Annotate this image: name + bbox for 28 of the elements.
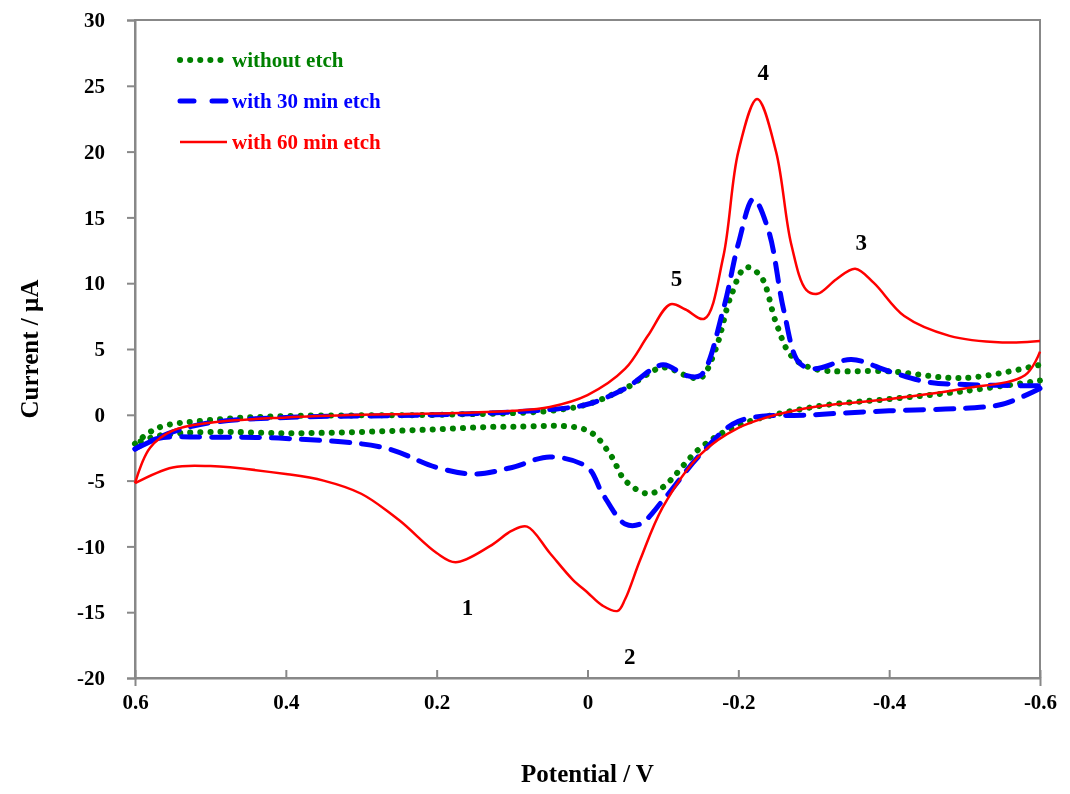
annotation: 3 [855,230,867,256]
y-tick-label: -20 [77,666,105,691]
x-tick-label: 0.4 [273,689,300,714]
x-tick-label: 0.6 [122,689,149,714]
legend-label: with 60 min etch [232,130,382,155]
x-tick-label: -0.4 [873,689,907,714]
legend-label: without etch [232,48,344,73]
annotation: 1 [461,595,474,621]
y-axis-title: Current / µA [16,279,43,419]
y-tick-label: 25 [84,74,105,99]
annotation: 4 [757,60,770,86]
annotation: 5 [670,265,683,291]
x-tick-label: 0 [582,689,594,714]
y-tick-label: 15 [84,205,105,230]
y-tick-label: 20 [84,139,105,164]
x-tick-label: -0.2 [722,689,756,714]
x-axis-title: Potential / V [521,760,654,787]
y-tick-label: 10 [84,271,105,296]
y-tick-label: -5 [87,468,105,493]
y-tick-label: 30 [84,8,105,33]
annotation: 2 [623,644,636,670]
y-tick-label: 5 [94,337,105,362]
y-tick-label: 0 [94,403,105,428]
y-tick-label: -15 [77,600,105,625]
y-tick-label: -10 [77,534,105,559]
x-tick-label: -0.6 [1023,689,1058,714]
x-tick-label: 0.2 [424,689,451,714]
legend-label: with 30 min etch [232,89,382,114]
